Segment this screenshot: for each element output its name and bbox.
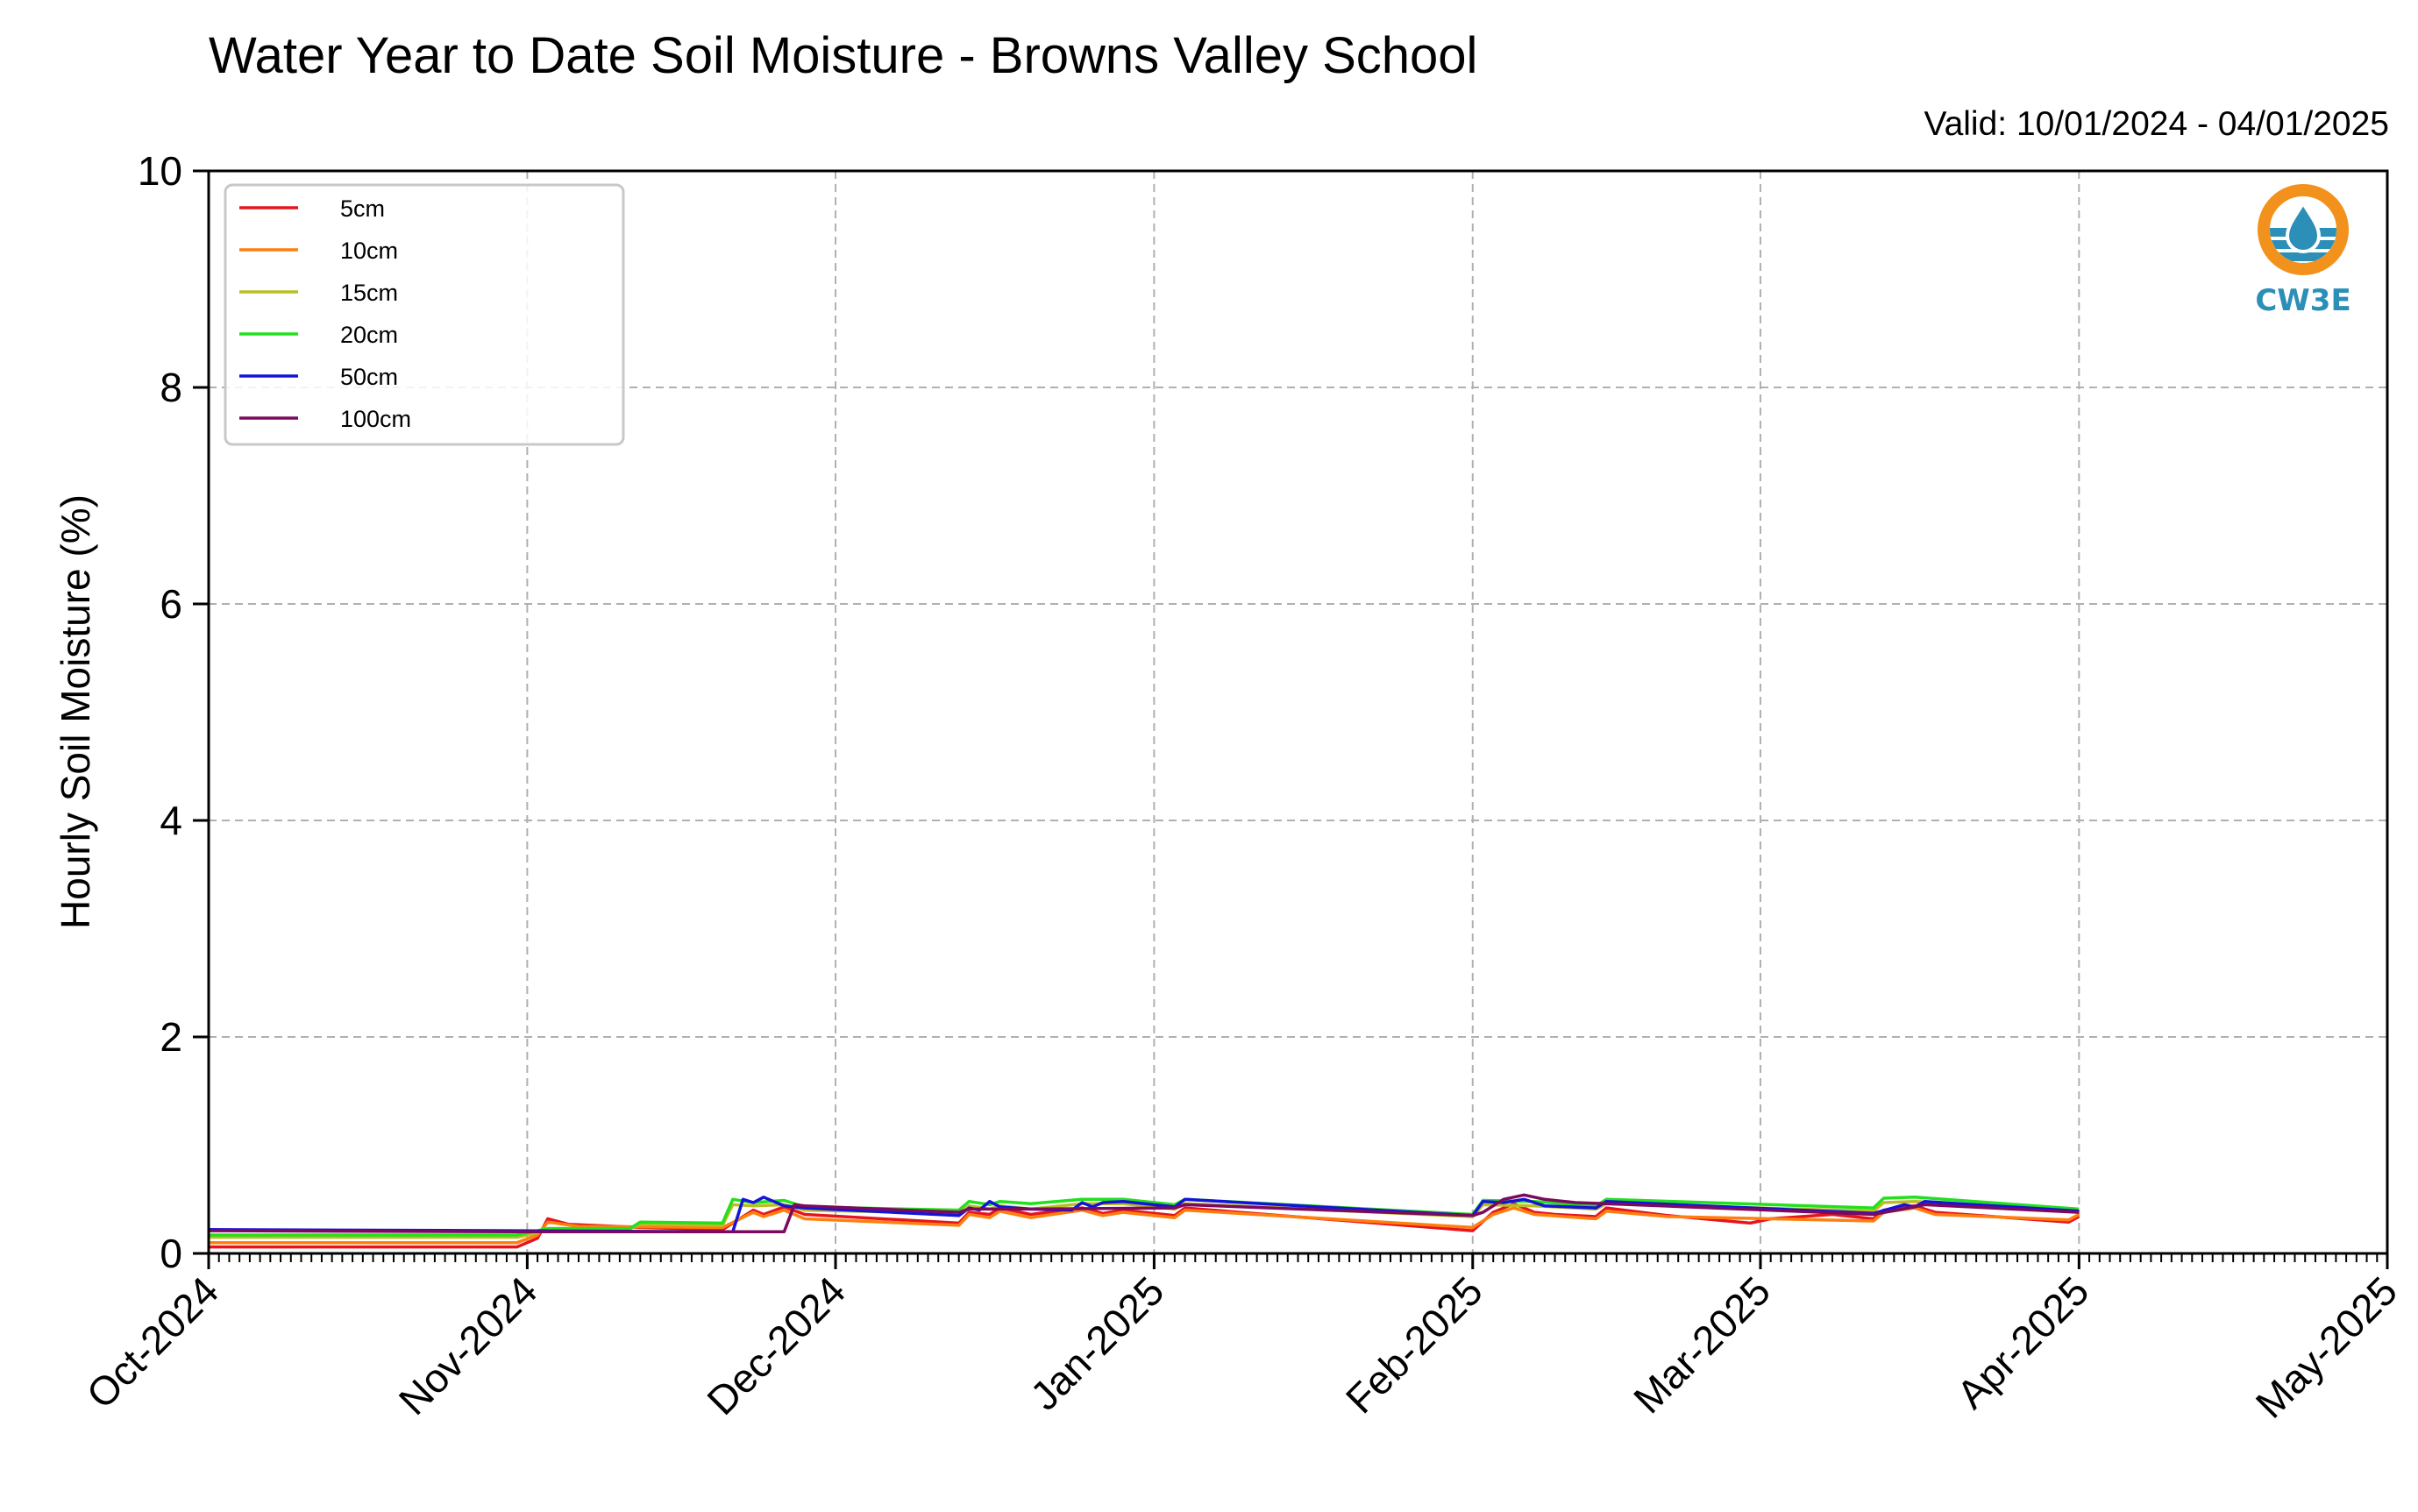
legend: 5cm 10cm 15cm 20cm 50cm 100cm bbox=[224, 183, 625, 446]
x-tick-label: Mar-2025 bbox=[1625, 1267, 1779, 1422]
y-tick-label: 0 bbox=[160, 1231, 182, 1276]
cw3e-logo: CW3E bbox=[2255, 184, 2351, 318]
legend-label-20cm: 20cm bbox=[340, 322, 398, 348]
logo-water-band-3 bbox=[2270, 252, 2336, 261]
legend-box bbox=[224, 183, 625, 446]
legend-label-100cm: 100cm bbox=[340, 406, 411, 432]
x-tick-labels: Oct-2024 Nov-2024 Dec-2024 Jan-2025 Feb-2025… bbox=[78, 1267, 2407, 1426]
x-tick-label: Nov-2024 bbox=[390, 1267, 546, 1423]
water-drop-icon bbox=[2285, 200, 2322, 254]
axis-ticks bbox=[193, 169, 2389, 1269]
series-line-100cm bbox=[208, 1193, 2080, 1234]
logo-text: CW3E bbox=[2255, 283, 2350, 318]
legend-label-50cm: 50cm bbox=[340, 364, 398, 390]
x-tick-label: Apr-2025 bbox=[1948, 1267, 2098, 1417]
x-tick-label: May-2025 bbox=[2247, 1267, 2406, 1426]
x-tick-label: Feb-2025 bbox=[1337, 1267, 1491, 1422]
y-tick-label: 10 bbox=[138, 148, 182, 194]
x-tick-label: Jan-2025 bbox=[1021, 1267, 1172, 1418]
logo-ring bbox=[2258, 184, 2349, 275]
legend-label-15cm: 15cm bbox=[340, 280, 398, 306]
x-tick-label: Dec-2024 bbox=[698, 1267, 854, 1423]
y-axis-label: Hourly Soil Moisture (%) bbox=[53, 494, 98, 929]
grid-lines bbox=[209, 171, 2387, 1253]
legend-label-5cm: 5cm bbox=[340, 195, 385, 222]
y-tick-label: 8 bbox=[160, 365, 182, 410]
chart-title: Water Year to Date Soil Moisture - Brown… bbox=[209, 27, 1478, 84]
y-tick-label: 2 bbox=[160, 1014, 182, 1060]
y-tick-labels: 0 2 4 6 8 10 bbox=[138, 148, 182, 1276]
series-line-10cm bbox=[209, 1206, 2080, 1245]
x-tick-label: Oct-2024 bbox=[78, 1267, 228, 1417]
y-tick-label: 4 bbox=[160, 798, 182, 843]
valid-date-range: Valid: 10/01/2024 - 04/01/2025 bbox=[1924, 105, 2389, 143]
legend-label-10cm: 10cm bbox=[340, 238, 398, 264]
series-lines bbox=[208, 1193, 2080, 1249]
y-tick-label: 6 bbox=[160, 581, 182, 627]
